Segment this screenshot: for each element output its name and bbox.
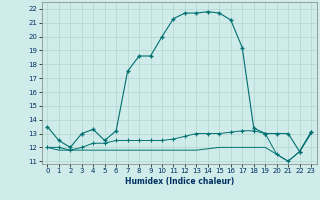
X-axis label: Humidex (Indice chaleur): Humidex (Indice chaleur): [124, 177, 234, 186]
